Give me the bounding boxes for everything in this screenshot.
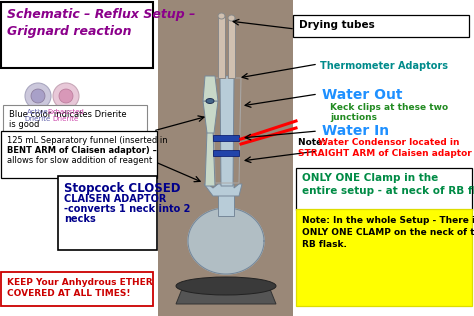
FancyBboxPatch shape <box>1 131 157 178</box>
Text: Blue color indicates Drierite
is good: Blue color indicates Drierite is good <box>9 110 127 129</box>
Text: Water Condensor located in: Water Condensor located in <box>318 138 459 147</box>
Text: KEEP Your Anhydrous ETHER: KEEP Your Anhydrous ETHER <box>7 278 153 287</box>
Text: Active
Drierite: Active Drierite <box>25 109 51 122</box>
Ellipse shape <box>206 99 214 104</box>
Polygon shape <box>188 208 264 274</box>
Polygon shape <box>176 284 276 304</box>
Text: Keck clips at these two
junctions: Keck clips at these two junctions <box>330 103 448 122</box>
Bar <box>213 150 239 156</box>
Text: Note:: Note: <box>298 138 329 147</box>
Text: Thermometer Adaptors: Thermometer Adaptors <box>320 61 448 71</box>
Text: COVERED AT ALL TIMES!: COVERED AT ALL TIMES! <box>7 289 130 298</box>
Text: Stopcock CLOSED: Stopcock CLOSED <box>64 182 181 195</box>
Text: ONLY ONE Clamp in the: ONLY ONE Clamp in the <box>302 173 438 183</box>
FancyBboxPatch shape <box>1 272 153 306</box>
Circle shape <box>59 89 73 103</box>
FancyBboxPatch shape <box>296 209 472 306</box>
Text: Exhausted
Drierite: Exhausted Drierite <box>47 109 84 122</box>
Ellipse shape <box>176 277 276 295</box>
Text: Note: In the whole Setup - There is: Note: In the whole Setup - There is <box>302 216 474 225</box>
Polygon shape <box>218 16 225 78</box>
Text: CLAISEN ADAPTOR: CLAISEN ADAPTOR <box>64 194 166 204</box>
Text: necks: necks <box>64 214 96 224</box>
Polygon shape <box>218 194 234 216</box>
Polygon shape <box>220 76 234 186</box>
Text: -converts 1 neck into 2: -converts 1 neck into 2 <box>64 204 191 214</box>
FancyBboxPatch shape <box>58 176 157 250</box>
Ellipse shape <box>228 15 235 21</box>
Text: allows for slow addition of reagent: allows for slow addition of reagent <box>7 156 152 165</box>
Text: entire setup - at neck of RB flask: entire setup - at neck of RB flask <box>302 186 474 196</box>
Ellipse shape <box>218 13 225 19</box>
Text: Water Out: Water Out <box>322 88 402 102</box>
Polygon shape <box>228 18 235 78</box>
Polygon shape <box>205 131 215 186</box>
Polygon shape <box>204 184 242 196</box>
FancyBboxPatch shape <box>158 0 293 316</box>
FancyBboxPatch shape <box>293 15 469 37</box>
Text: Water In: Water In <box>322 124 389 138</box>
Text: Schematic – Reflux Setup –
Grignard reaction: Schematic – Reflux Setup – Grignard reac… <box>7 8 195 38</box>
FancyBboxPatch shape <box>296 168 472 210</box>
Text: 125 mL Separatory funnel (inserted in: 125 mL Separatory funnel (inserted in <box>7 136 168 145</box>
Text: RB flask.: RB flask. <box>302 240 347 249</box>
Text: Drying tubes: Drying tubes <box>299 20 375 30</box>
Polygon shape <box>203 76 218 101</box>
Circle shape <box>25 83 51 109</box>
FancyBboxPatch shape <box>1 2 153 68</box>
FancyBboxPatch shape <box>3 105 147 133</box>
Bar <box>213 135 239 141</box>
Text: STRAIGHT ARM of Claisen adaptor: STRAIGHT ARM of Claisen adaptor <box>298 149 472 158</box>
Text: BENT ARM of Claisen adaptor) –: BENT ARM of Claisen adaptor) – <box>7 146 157 155</box>
Polygon shape <box>203 101 218 133</box>
Circle shape <box>53 83 79 109</box>
Circle shape <box>31 89 45 103</box>
Text: ONLY ONE CLAMP on the neck of the: ONLY ONE CLAMP on the neck of the <box>302 228 474 237</box>
